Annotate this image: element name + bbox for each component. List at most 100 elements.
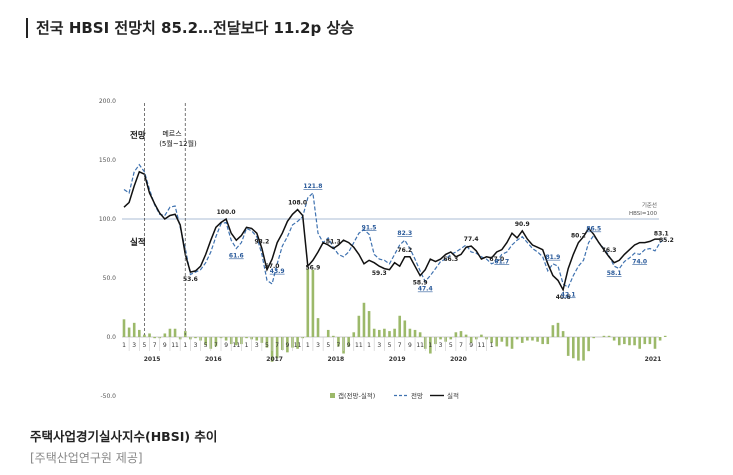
gap-bar [592, 337, 596, 339]
gap-bar [500, 337, 504, 342]
gap-bar [490, 337, 493, 343]
gap-bar [561, 331, 565, 337]
gap-bar [653, 337, 657, 349]
series-lines [123, 163, 666, 292]
x-year-label: 2016 [205, 356, 222, 363]
forecast-data-label: 121.8 [303, 183, 322, 190]
gap-bar [536, 337, 539, 342]
source-credit: [주택산업연구원 제공] [30, 451, 143, 465]
y-tick-label: 150.0 [99, 157, 116, 164]
x-month-label: 5 [326, 342, 330, 349]
gap-bar [577, 337, 580, 361]
gap-bar [194, 337, 197, 339]
x-month-label: 7 [275, 342, 279, 349]
x-month-label: 9 [469, 342, 473, 349]
x-month-label: 1 [490, 342, 494, 349]
actual-data-label: 85.2 [659, 237, 674, 244]
gap-bar [510, 337, 514, 349]
actual-data-label: 81.3 [326, 239, 341, 246]
forecast-data-label: 47.4 [418, 286, 433, 293]
gap-bar [526, 337, 529, 341]
forecast-data-label: 86.5 [586, 226, 601, 233]
x-month-label: 7 [398, 342, 402, 349]
gap-bar [326, 329, 330, 337]
forecast-data-label: 74.0 [632, 258, 647, 265]
gap-bar [265, 337, 269, 348]
gap-bar [204, 337, 207, 346]
gap-bar [633, 337, 636, 346]
reference-line: 기준선 HBSI=100 [122, 201, 659, 220]
gap-bar [587, 337, 590, 352]
x-month-label: 1 [428, 342, 432, 349]
x-month-label: 3 [316, 342, 320, 349]
gap-bar [403, 320, 407, 337]
x-year-label: 2015 [144, 356, 161, 363]
reference-label-top: 기준선 [642, 201, 657, 209]
x-month-label: 3 [377, 342, 381, 349]
legend-actual-label: 실적 [447, 391, 459, 400]
gap-bar [520, 337, 524, 343]
y-tick-label: 50.0 [103, 275, 117, 282]
gap-bar [531, 337, 534, 341]
reference-label-bottom: HBSI=100 [629, 211, 658, 217]
gap-bar [168, 328, 172, 337]
gap-bar [286, 337, 289, 353]
x-month-label: 5 [143, 342, 147, 349]
actual-data-label: 108.0 [288, 200, 307, 207]
gap-bar [275, 337, 279, 359]
x-month-label: 11 [478, 342, 486, 349]
gap-bar [429, 337, 432, 354]
x-month-label: 1 [122, 342, 126, 349]
x-year-label: 2018 [328, 356, 345, 363]
actual-data-label: 53.6 [183, 276, 198, 283]
forecast-data-label: 82.3 [397, 230, 412, 237]
actual-annotation: 실적 [130, 237, 146, 248]
x-month-label: 7 [214, 342, 218, 349]
y-tick-label: 100.0 [99, 216, 116, 223]
x-month-label: 3 [255, 342, 259, 349]
x-month-label: 1 [367, 342, 371, 349]
gap-bar [648, 337, 652, 345]
gap-bar [138, 329, 141, 337]
gap-bar [122, 319, 126, 337]
gap-bar [638, 337, 641, 349]
actual-data-label: 76.2 [397, 247, 412, 254]
x-month-label: 1 [306, 342, 310, 349]
gap-bar [296, 337, 299, 349]
gap-bar [439, 337, 442, 340]
gap-bar [628, 337, 631, 346]
x-month-label: 9 [224, 342, 228, 349]
actual-line [123, 170, 661, 292]
gap-bar [643, 337, 647, 345]
gap-bar [347, 337, 350, 347]
actual-data-label: 93.2 [254, 239, 269, 246]
gap-bar [372, 328, 376, 337]
actual-data-label: 56.9 [306, 264, 321, 271]
gap-bar [546, 337, 550, 345]
x-month-label: 7 [337, 342, 341, 349]
gap-bar [311, 269, 315, 337]
gap-bar [398, 315, 402, 337]
gap-bar [337, 337, 340, 347]
gap-bar [418, 332, 422, 337]
x-year-label: 2019 [389, 356, 406, 363]
gap-bar [127, 327, 131, 337]
forecast-data-label: 91.5 [362, 224, 377, 231]
gap-bar [464, 334, 468, 337]
actual-data-label: 57.0 [265, 263, 280, 270]
gap-bar [566, 337, 570, 356]
gap-bar [459, 331, 463, 337]
x-month-label: 11 [233, 342, 241, 349]
x-month-label: 11 [171, 342, 179, 349]
gap-bar [352, 332, 356, 337]
data-labels: 53.6 100.0 93.2 57.0 108.0 56.9 81.3 59.3 76.2 58… [183, 183, 674, 301]
gap-bar [357, 315, 361, 337]
x-month-label: 5 [449, 342, 453, 349]
forecast-annotation: 전망 [130, 130, 146, 141]
gap-bar [541, 337, 544, 345]
x-month-label: 9 [408, 342, 412, 349]
gap-bar [556, 322, 560, 337]
gap-bar [235, 337, 238, 346]
mers-label: 메르스 [162, 130, 182, 138]
